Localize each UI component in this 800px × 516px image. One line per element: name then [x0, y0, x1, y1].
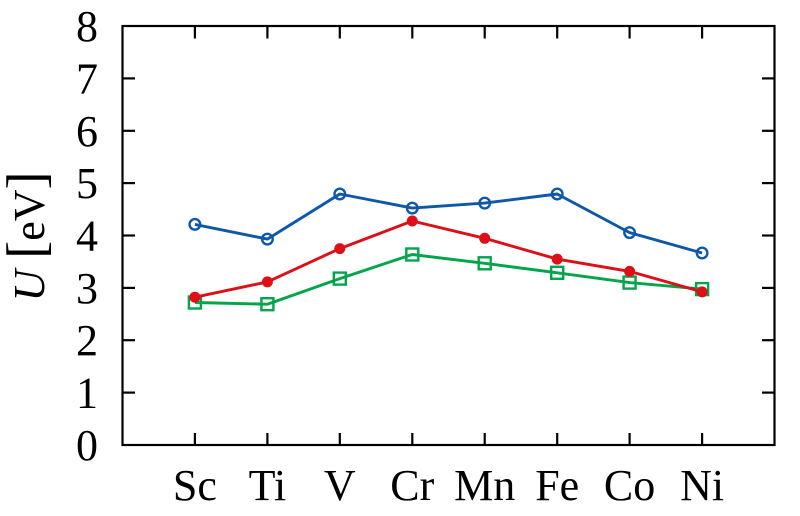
svg-text:V: V	[324, 461, 356, 510]
svg-text:Mn: Mn	[454, 461, 515, 510]
svg-text:Ti: Ti	[249, 461, 287, 510]
svg-text:6: 6	[76, 107, 98, 156]
svg-text:5: 5	[76, 159, 98, 208]
svg-text:Fe: Fe	[535, 461, 579, 510]
svg-text:8: 8	[76, 2, 98, 51]
svg-text:Sc: Sc	[173, 461, 217, 510]
svg-text:4: 4	[76, 212, 98, 261]
svg-text:Co: Co	[604, 461, 655, 510]
svg-text:1: 1	[76, 369, 98, 418]
svg-text:2: 2	[76, 316, 98, 365]
svg-text:U [eV]: U [eV]	[0, 171, 56, 301]
svg-text:3: 3	[76, 264, 98, 313]
svg-text:0: 0	[76, 421, 98, 470]
svg-text:Cr: Cr	[390, 461, 434, 510]
svg-text:Ni: Ni	[680, 461, 724, 510]
svg-text:7: 7	[76, 54, 98, 103]
